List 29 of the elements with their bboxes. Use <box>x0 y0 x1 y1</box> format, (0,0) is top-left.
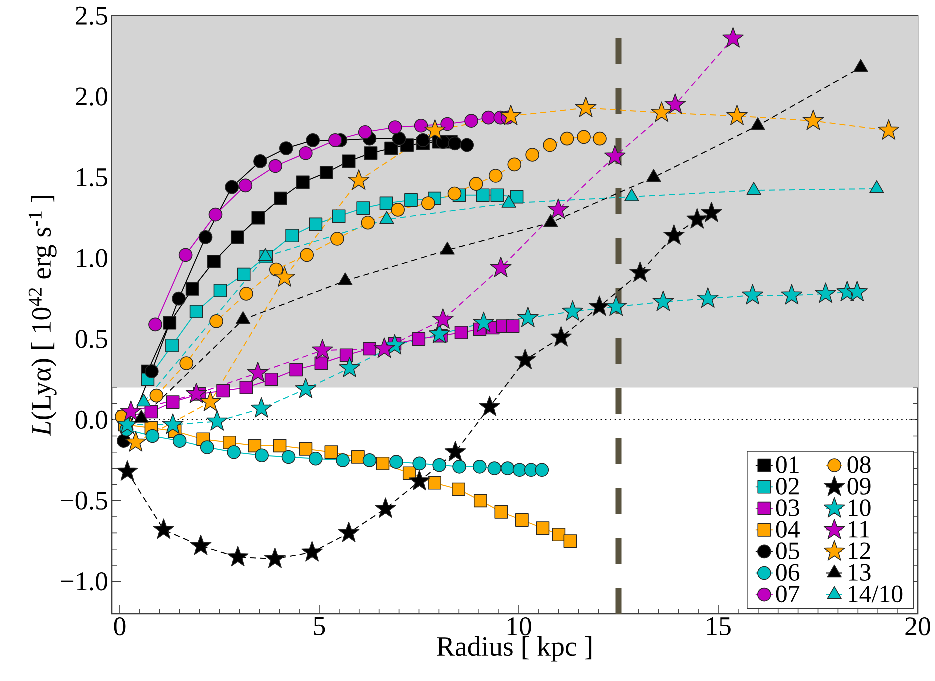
x-tick-label: 5 <box>314 618 326 636</box>
y-tick-label: 1.5 <box>77 168 108 187</box>
legend-label: 07 <box>776 586 800 603</box>
legend-label: 03 <box>776 500 800 516</box>
x-tick-label: 20 <box>906 618 930 636</box>
legend-label: 14/10 <box>849 586 903 603</box>
legend-label: 06 <box>776 564 800 582</box>
y-tick-label: 2.0 <box>76 88 108 106</box>
legend-label: 10 <box>849 500 871 516</box>
x-axis-title: Radius [ kpc ] <box>437 636 592 662</box>
legend-label: 02 <box>776 478 799 495</box>
y-tick-label: 2.5 <box>76 6 108 26</box>
x-tick-label: 0 <box>114 618 126 636</box>
x-tick-label: 15 <box>707 618 731 636</box>
x-tick-label: 10 <box>508 618 532 636</box>
y-tick-label: 0.0 <box>76 410 108 430</box>
y-tick-label: −1.0 <box>61 572 108 591</box>
legend-label: 13 <box>849 564 871 581</box>
y-tick-label: 0.5 <box>76 330 108 348</box>
legend-label: 05 <box>776 542 800 560</box>
legend-label: 08 <box>848 456 871 474</box>
legend-label: 11 <box>849 521 870 538</box>
y-tick-label: 1.0 <box>77 249 108 268</box>
legend-label: 01 <box>776 456 799 474</box>
y-axis-title: L(Lyα) [ 10$^{42}$ erg s$^{-1}$ ] <box>28 196 57 436</box>
legend-label: 04 <box>776 521 800 538</box>
y-tick-label: −0.5 <box>61 492 108 510</box>
legend-label: 09 <box>848 478 871 495</box>
legend-label: 12 <box>849 542 870 560</box>
